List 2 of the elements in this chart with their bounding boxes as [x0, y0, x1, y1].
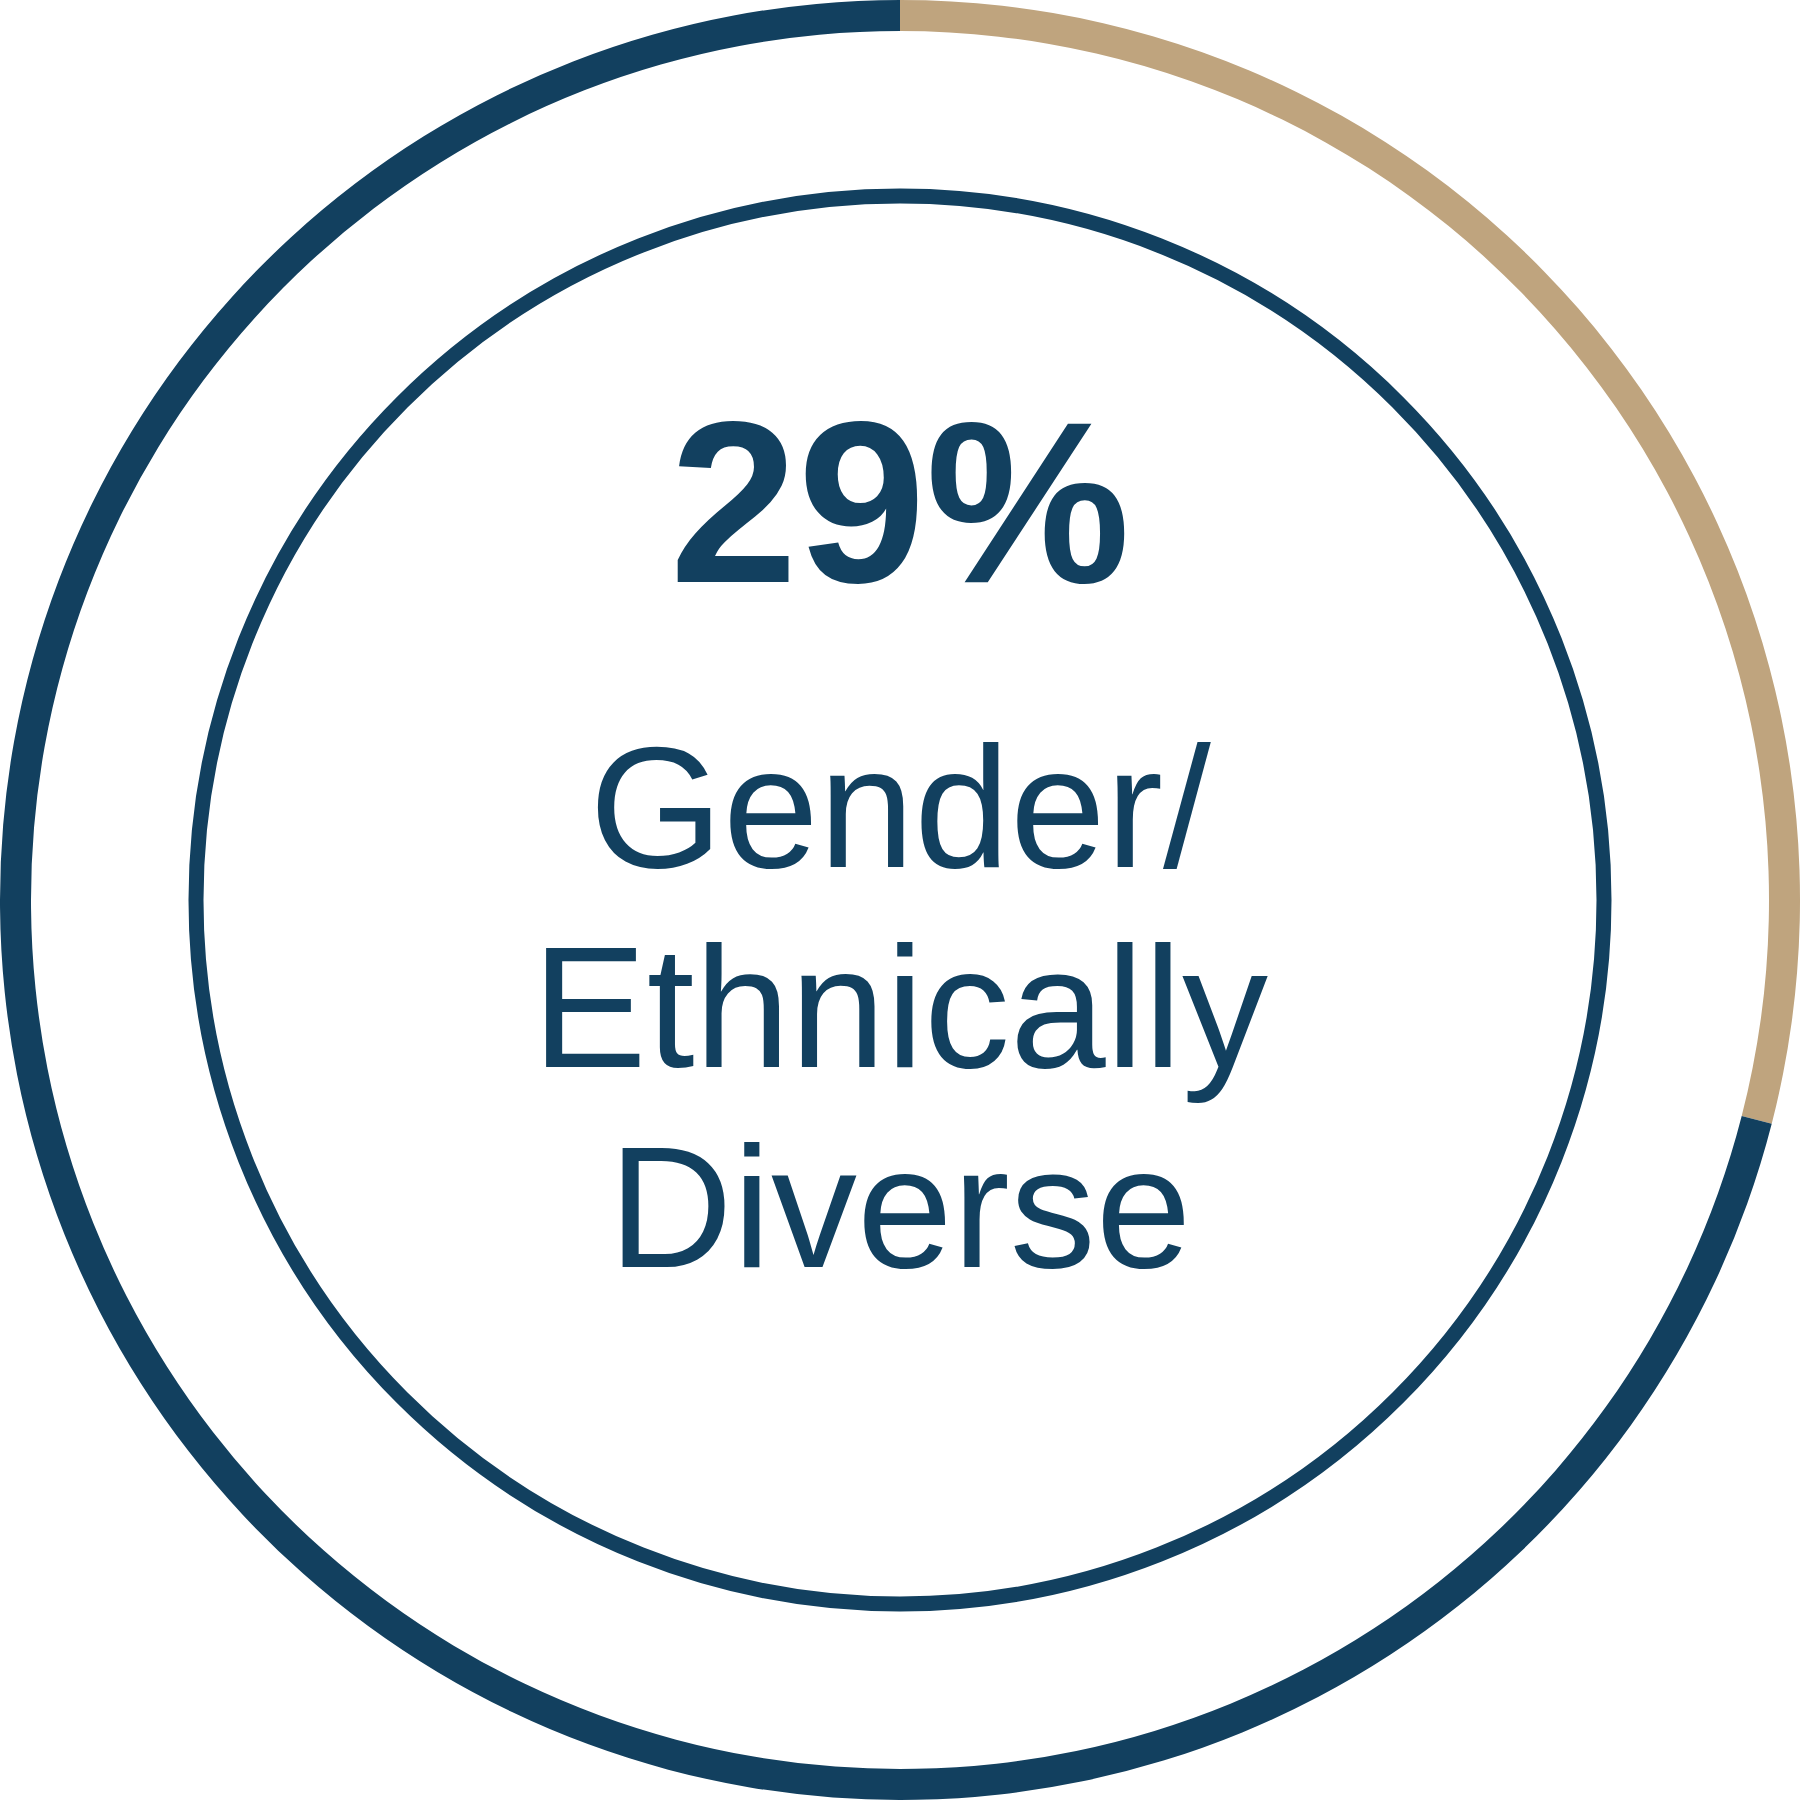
data-label: 29% — [669, 374, 1131, 631]
slice-label: Gender/ Ethnically Diverse — [531, 711, 1269, 1303]
